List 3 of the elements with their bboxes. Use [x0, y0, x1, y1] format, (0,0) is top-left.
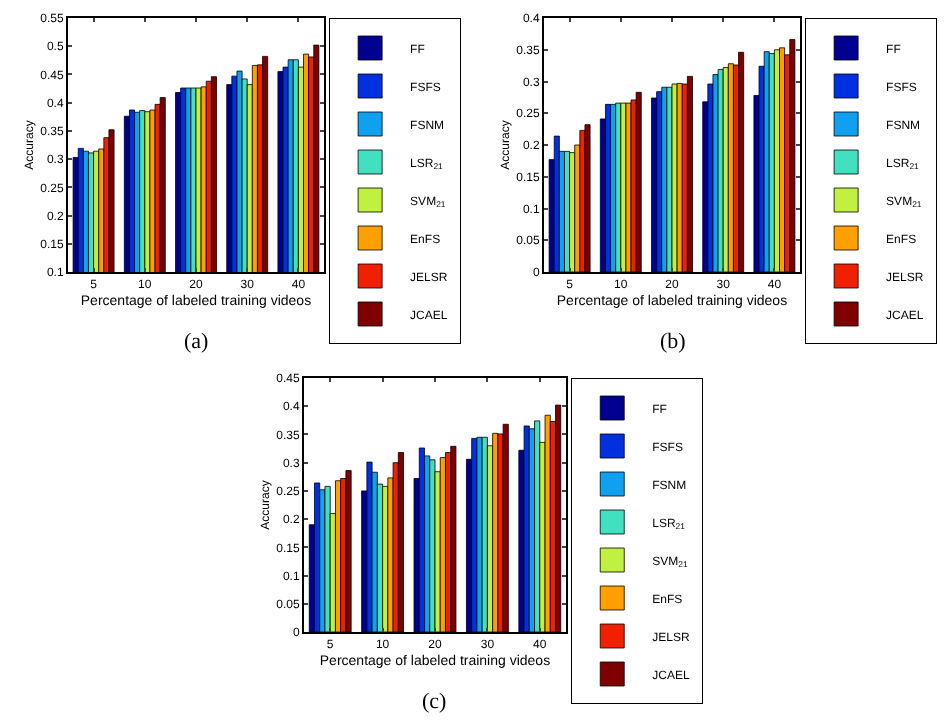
text: (a)	[184, 330, 210, 354]
text: (b)	[660, 330, 687, 354]
text: (c)	[422, 690, 448, 714]
